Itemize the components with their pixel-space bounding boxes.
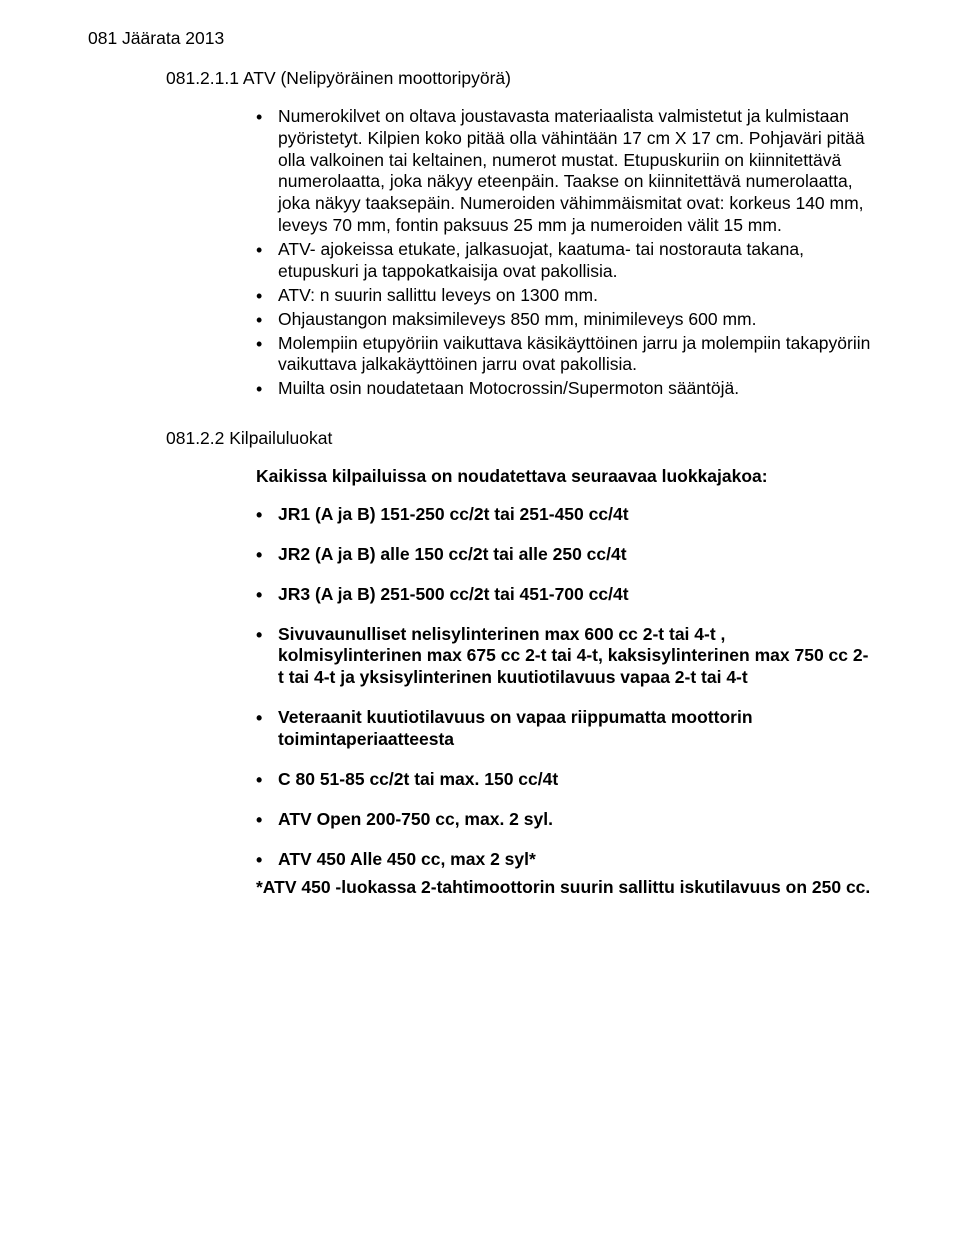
section-081-2-1-1-title: 081.2.1.1 ATV (Nelipyöräinen moottoripyö… [166, 68, 872, 90]
list-item: JR1 (A ja B) 151-250 cc/2t tai 251-450 c… [256, 504, 872, 526]
class-intro: Kaikissa kilpailuissa on noudatettava se… [256, 466, 872, 488]
list-item: C 80 51-85 cc/2t tai max. 150 cc/4t [256, 769, 872, 791]
list-item: Muilta osin noudatetaan Motocrossin/Supe… [256, 378, 872, 400]
list-item: ATV: n suurin sallittu leveys on 1300 mm… [256, 285, 872, 307]
list-item: JR3 (A ja B) 251-500 cc/2t tai 451-700 c… [256, 584, 872, 606]
class-list: Sivuvaunulliset nelisylinterinen max 600… [256, 624, 872, 690]
class-list: JR1 (A ja B) 151-250 cc/2t tai 251-450 c… [256, 504, 872, 526]
class-list: ATV Open 200-750 cc, max. 2 syl. [256, 809, 872, 831]
atv-spec-list: Numerokilvet on oltava joustavasta mater… [256, 106, 872, 400]
class-list: ATV 450 Alle 450 cc, max 2 syl* [256, 849, 872, 871]
list-item: ATV 450 Alle 450 cc, max 2 syl* [256, 849, 872, 871]
list-item: Numerokilvet on oltava joustavasta mater… [256, 106, 872, 237]
class-list: Veteraanit kuutiotilavuus on vapaa riipp… [256, 707, 872, 751]
list-item: ATV- ajokeissa etukate, jalkasuojat, kaa… [256, 239, 872, 283]
class-list: JR3 (A ja B) 251-500 cc/2t tai 451-700 c… [256, 584, 872, 606]
list-item: Molempiin etupyöriin vaikuttava käsikäyt… [256, 333, 872, 377]
page-header: 081 Jäärata 2013 [88, 28, 872, 50]
atv450-footnote: *ATV 450 -luokassa 2-tahtimoottorin suur… [256, 877, 872, 899]
list-item: Veteraanit kuutiotilavuus on vapaa riipp… [256, 707, 872, 751]
list-item: JR2 (A ja B) alle 150 cc/2t tai alle 250… [256, 544, 872, 566]
list-item: Sivuvaunulliset nelisylinterinen max 600… [256, 624, 872, 690]
list-item: ATV Open 200-750 cc, max. 2 syl. [256, 809, 872, 831]
list-item: Ohjaustangon maksimileveys 850 mm, minim… [256, 309, 872, 331]
section-081-2-2-title: 081.2.2 Kilpailuluokat [166, 428, 872, 450]
class-list: C 80 51-85 cc/2t tai max. 150 cc/4t [256, 769, 872, 791]
class-list: JR2 (A ja B) alle 150 cc/2t tai alle 250… [256, 544, 872, 566]
